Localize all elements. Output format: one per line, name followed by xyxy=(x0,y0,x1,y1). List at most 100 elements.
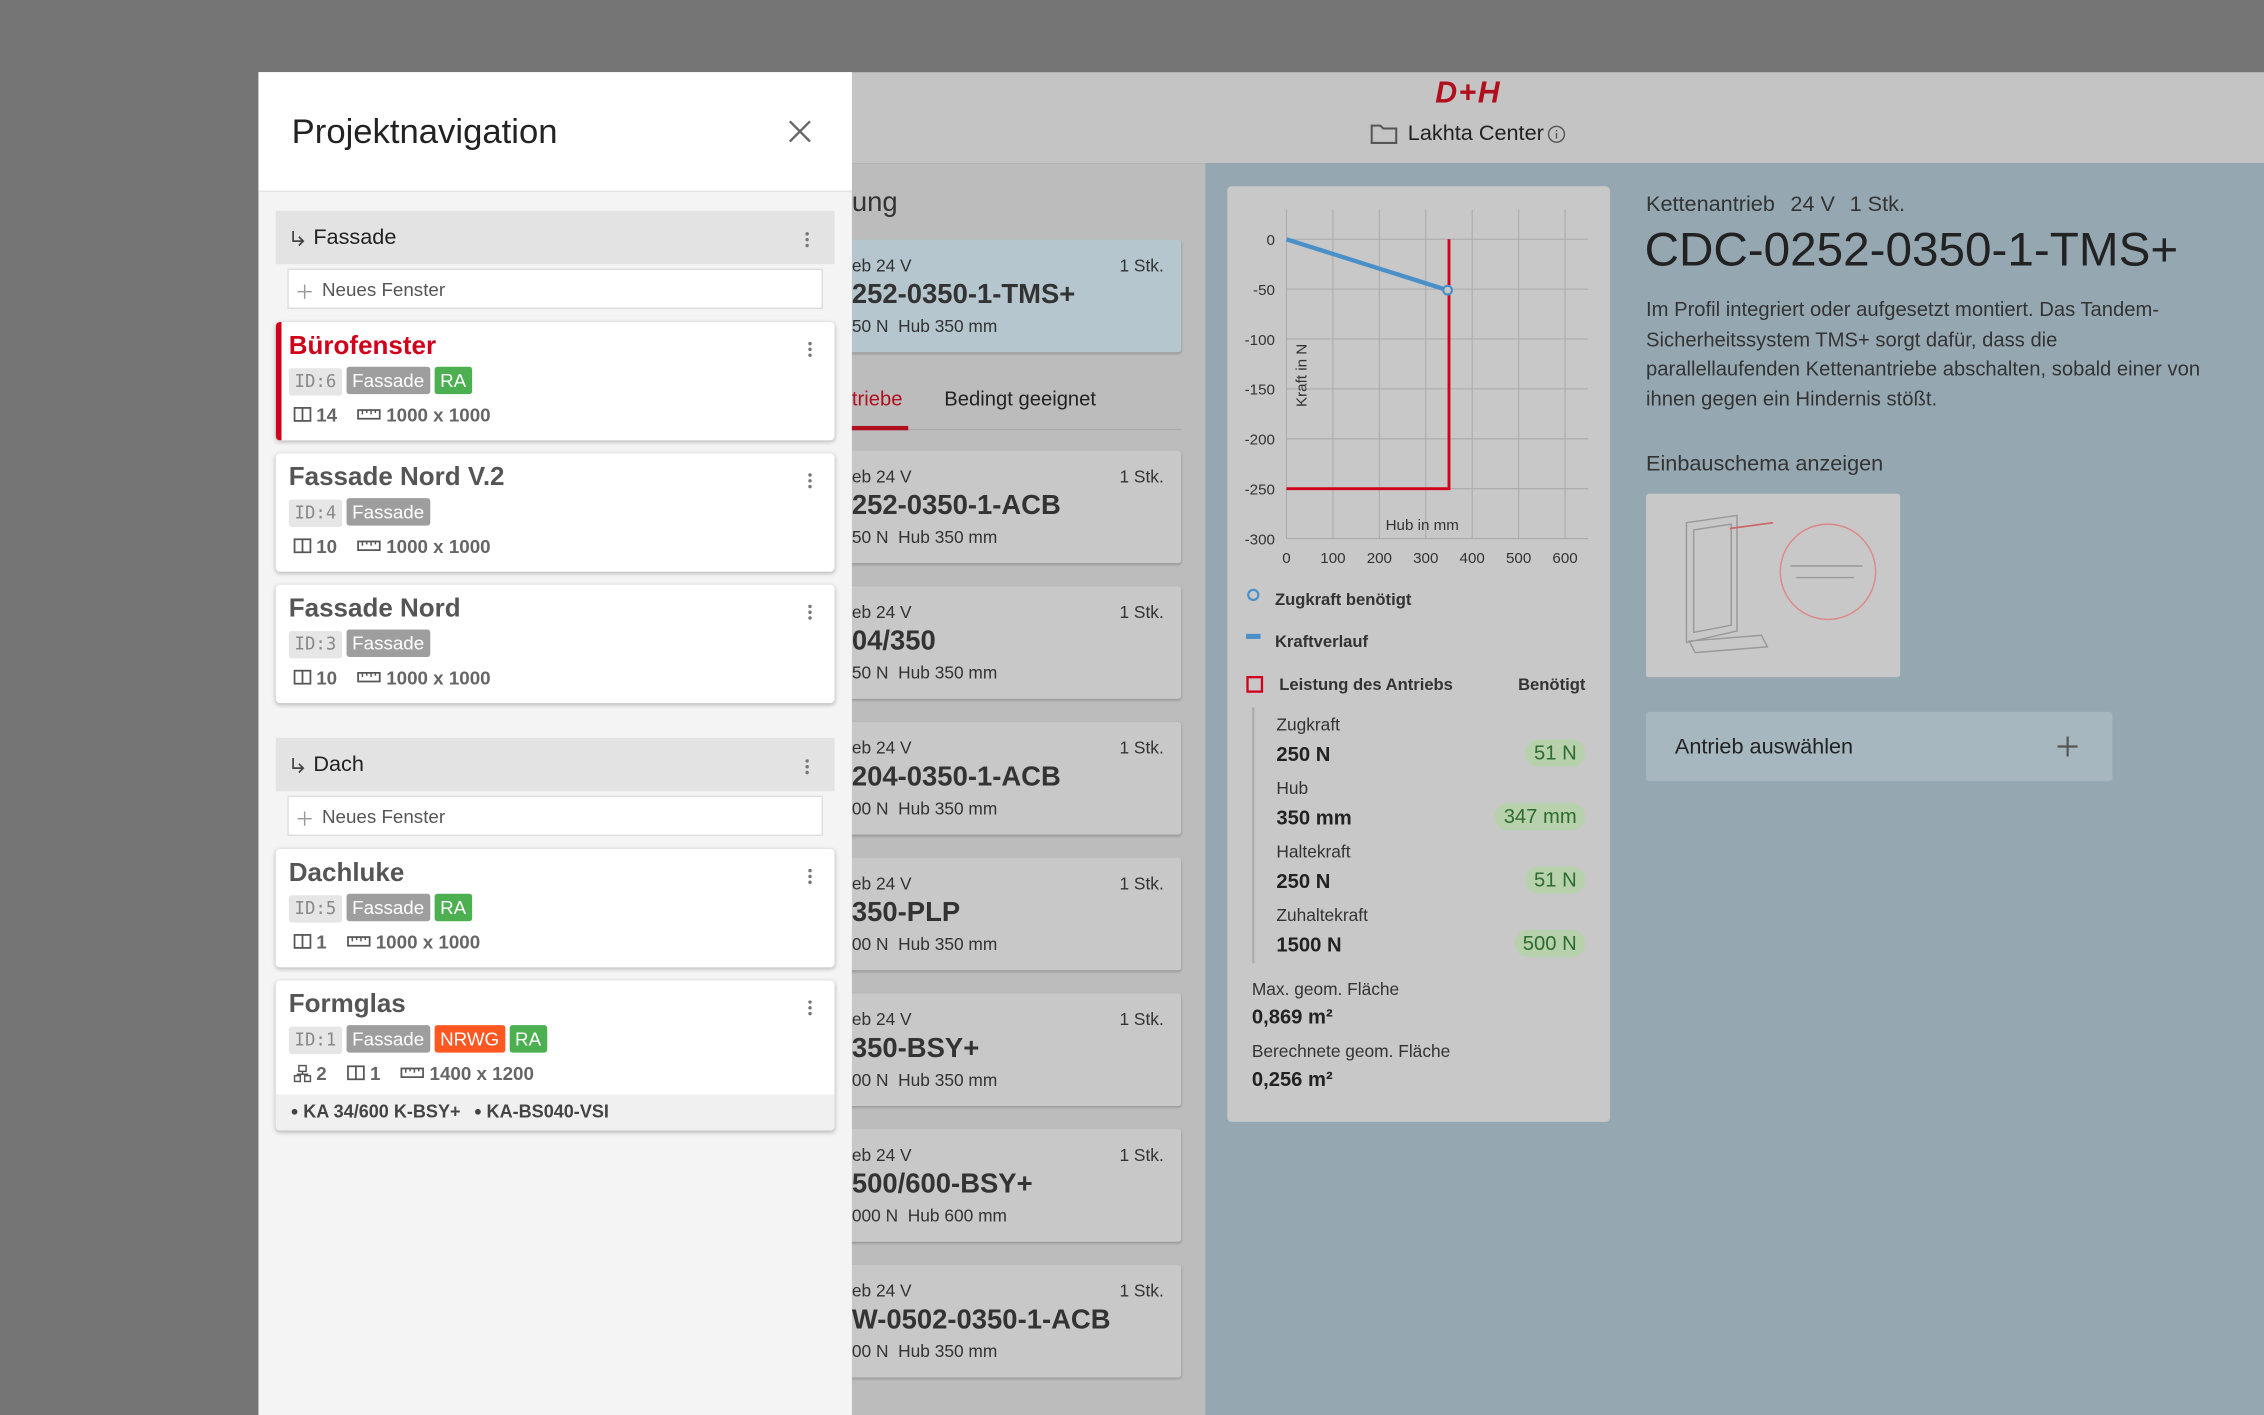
drive-name: 350-PLP xyxy=(851,898,961,929)
bullet xyxy=(474,1108,481,1115)
tab-active[interactable]: triebe xyxy=(851,386,903,411)
row-label: Haltekraft xyxy=(1276,841,1351,862)
drive-card[interactable]: eb 24 V 1 Stk. 500/600-BSY+ 000 N Hub 600 m… xyxy=(808,1129,1182,1242)
schema-image[interactable] xyxy=(1646,493,1901,678)
icon-part xyxy=(362,541,377,546)
window-name: Bürofenster xyxy=(288,330,437,360)
tab-underline xyxy=(808,425,909,431)
window-card[interactable]: Dachluke ID:5 Fassade RA 1 1000 x 1000 xyxy=(275,849,835,968)
icon-part xyxy=(805,759,809,775)
window-size: 1000 x 1000 xyxy=(386,404,491,426)
icon-part xyxy=(401,1067,425,1079)
window-card[interactable]: Fassade Nord V.2 ID:4 Fassade 10 1000 x 1000 xyxy=(275,453,835,572)
sash-icon xyxy=(293,406,312,428)
tag: Fassade xyxy=(346,498,430,526)
group-count: 2 xyxy=(316,1062,327,1085)
drive-card[interactable]: eb 24 V 1 Stk. 350-PLP 00 N Hub 350 mm xyxy=(808,857,1182,971)
drive-qty: 1 Stk. xyxy=(1119,1009,1164,1030)
tab[interactable]: Bedingt geeignet xyxy=(944,386,1097,411)
drive-name: 252-0350-1-ACB xyxy=(851,490,1061,522)
tag-row: ID:1 Fassade NRWG RA xyxy=(288,1025,551,1055)
icon-part xyxy=(808,341,812,357)
detail-qty: 1 Stk. xyxy=(1849,192,1905,217)
info-row: 1 1000 x 1000 xyxy=(293,931,480,954)
group-menu[interactable] xyxy=(804,757,810,782)
icon-part xyxy=(788,120,811,143)
icon-part xyxy=(2057,736,2078,757)
drive-card[interactable]: eb 24 V 1 Stk. 204-0350-1-ACB 00 N Hub 350 … xyxy=(808,721,1182,835)
icon-part xyxy=(1370,124,1398,144)
drive-type: eb 24 V xyxy=(851,466,912,487)
y-axis-label: Kraft in N xyxy=(1294,344,1311,407)
drive-card[interactable]: eb 24 V 1 Stk. W-0502-0350-1-ACB 00 N Hub 3… xyxy=(808,1264,1182,1378)
window-card[interactable]: Bürofenster ID:6 Fassade RA 14 1000 x 1000 xyxy=(275,321,835,441)
area-value: 0,256 m² xyxy=(1251,1067,1333,1091)
sash-count: 14 xyxy=(316,404,338,426)
drive-card[interactable]: eb 24 V 1 Stk. 04/350 50 N Hub 350 mm xyxy=(808,586,1182,699)
info-icon[interactable] xyxy=(1546,124,1566,144)
icon-part xyxy=(293,934,312,949)
group-header: Dach xyxy=(275,737,835,792)
icon-part xyxy=(357,540,382,552)
icon-part xyxy=(297,811,312,826)
sash-count: 10 xyxy=(316,667,338,689)
group-menu[interactable] xyxy=(804,230,810,255)
schema-sketch xyxy=(1685,514,1877,654)
select-drive-button[interactable]: Antrieb auswählen xyxy=(1646,711,2113,782)
drive-card[interactable]: eb 24 V 1 Stk. 252-0350-1-ACB 50 N Hub 350 … xyxy=(808,450,1182,564)
y-tick-label: -50 xyxy=(1253,282,1275,299)
id-tag: ID:5 xyxy=(288,895,343,923)
add-window-label: Neues Fenster xyxy=(321,278,446,301)
drive-row: KA 34/600 K-BSY+ KA-BS040-VSI xyxy=(275,1094,835,1131)
window-menu xyxy=(807,471,813,497)
tag-row: ID:5 Fassade RA xyxy=(288,893,476,923)
icon-part xyxy=(808,1011,812,1016)
detail-title: CDC-0252-0350-1-TMS+ xyxy=(1644,222,2179,276)
groups-icon xyxy=(293,1064,312,1087)
close-button[interactable] xyxy=(788,120,811,143)
x-tick-label: 300 xyxy=(1413,550,1438,567)
tag: RA xyxy=(434,893,472,922)
window-name: Fassade Nord xyxy=(288,593,461,623)
icon-part xyxy=(347,936,371,947)
tag: Fassade xyxy=(346,629,430,657)
required-point xyxy=(1442,284,1454,296)
window-card[interactable]: Formglas ID:1 Fassade NRWG RA 2 1 1400 x 1200 KA… xyxy=(275,980,835,1131)
window-card[interactable]: Fassade Nord ID:3 Fassade 10 1000 x 1000 xyxy=(275,584,835,704)
force-curve xyxy=(1285,237,1449,293)
schema-label: Einbauschema anzeigen xyxy=(1646,451,1884,477)
icon-part xyxy=(357,672,382,683)
y-tick-label: 0 xyxy=(1267,232,1275,249)
row-value: 250 N xyxy=(1276,742,1331,766)
icon-part xyxy=(347,1065,366,1081)
x-tick-label: 100 xyxy=(1320,550,1345,567)
legend-marker xyxy=(1246,633,1261,639)
legend-label: Leistung des Antriebs xyxy=(1279,675,1453,694)
icon-part xyxy=(805,232,809,248)
icon-part xyxy=(293,1074,302,1082)
icon-part xyxy=(293,669,312,685)
drive-spec: 50 N Hub 350 mm xyxy=(851,527,998,548)
row-value: 1500 N xyxy=(1276,932,1342,956)
add-window[interactable]: Neues Fenster xyxy=(287,268,824,309)
drive-qty: 1 Stk. xyxy=(1119,1144,1164,1166)
icon-part xyxy=(1729,521,1774,530)
sash-count: 10 xyxy=(316,535,338,558)
plus-icon xyxy=(297,282,312,304)
drive-card[interactable]: eb 24 V 1 Stk. 252-0350-1-TMS+ 50 N Hub 350… xyxy=(808,239,1182,353)
icon-part xyxy=(808,880,812,884)
x-tick-label: 500 xyxy=(1506,550,1531,567)
sash-count: 1 xyxy=(316,931,327,953)
window-name: Formglas xyxy=(288,989,406,1018)
icon-part xyxy=(1685,514,1738,644)
tag: RA xyxy=(509,1025,547,1053)
add-window[interactable]: Neues Fenster xyxy=(287,795,824,837)
window-menu xyxy=(807,602,813,628)
legend-marker xyxy=(1246,676,1264,693)
row-label: Zugkraft xyxy=(1276,714,1340,735)
drive-name: 04/350 xyxy=(851,626,936,657)
drive-card[interactable]: eb 24 V 1 Stk. 350-BSY+ 00 N Hub 350 mm xyxy=(808,993,1182,1107)
id-tag: ID:3 xyxy=(288,630,343,659)
icon-part xyxy=(805,237,809,242)
